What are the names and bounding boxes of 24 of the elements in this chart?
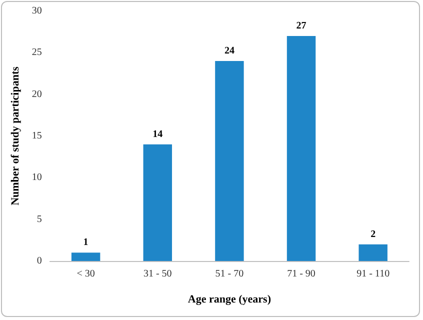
y-tick-label: 5: [36, 214, 42, 225]
y-tick-label: 0: [36, 256, 42, 266]
data-label: 14: [152, 128, 163, 140]
y-tick-label: 30: [32, 6, 42, 16]
y-tick-label: 10: [32, 172, 42, 184]
bar: [215, 61, 244, 261]
data-label: 2: [370, 228, 376, 240]
x-tick-label: 91 - 110: [356, 268, 390, 280]
x-tick-label: 71 - 90: [287, 268, 316, 280]
data-label: 1: [83, 237, 88, 248]
y-axis-title: Number of study participants: [10, 66, 22, 206]
bar: [143, 144, 172, 261]
y-tick-label: 15: [32, 130, 42, 142]
bar: [358, 244, 388, 261]
data-label: 24: [224, 46, 234, 56]
x-tick-label: 51 - 70: [215, 268, 244, 280]
bar: [71, 252, 100, 261]
data-label: 27: [296, 20, 306, 32]
x-tick-label: 31 - 50: [143, 268, 172, 280]
bar: [286, 36, 316, 261]
x-axis-title: Age range (years): [188, 294, 272, 306]
y-tick-label: 20: [32, 88, 42, 100]
y-tick-label: 25: [32, 47, 42, 58]
x-tick-label: < 30: [76, 268, 95, 280]
